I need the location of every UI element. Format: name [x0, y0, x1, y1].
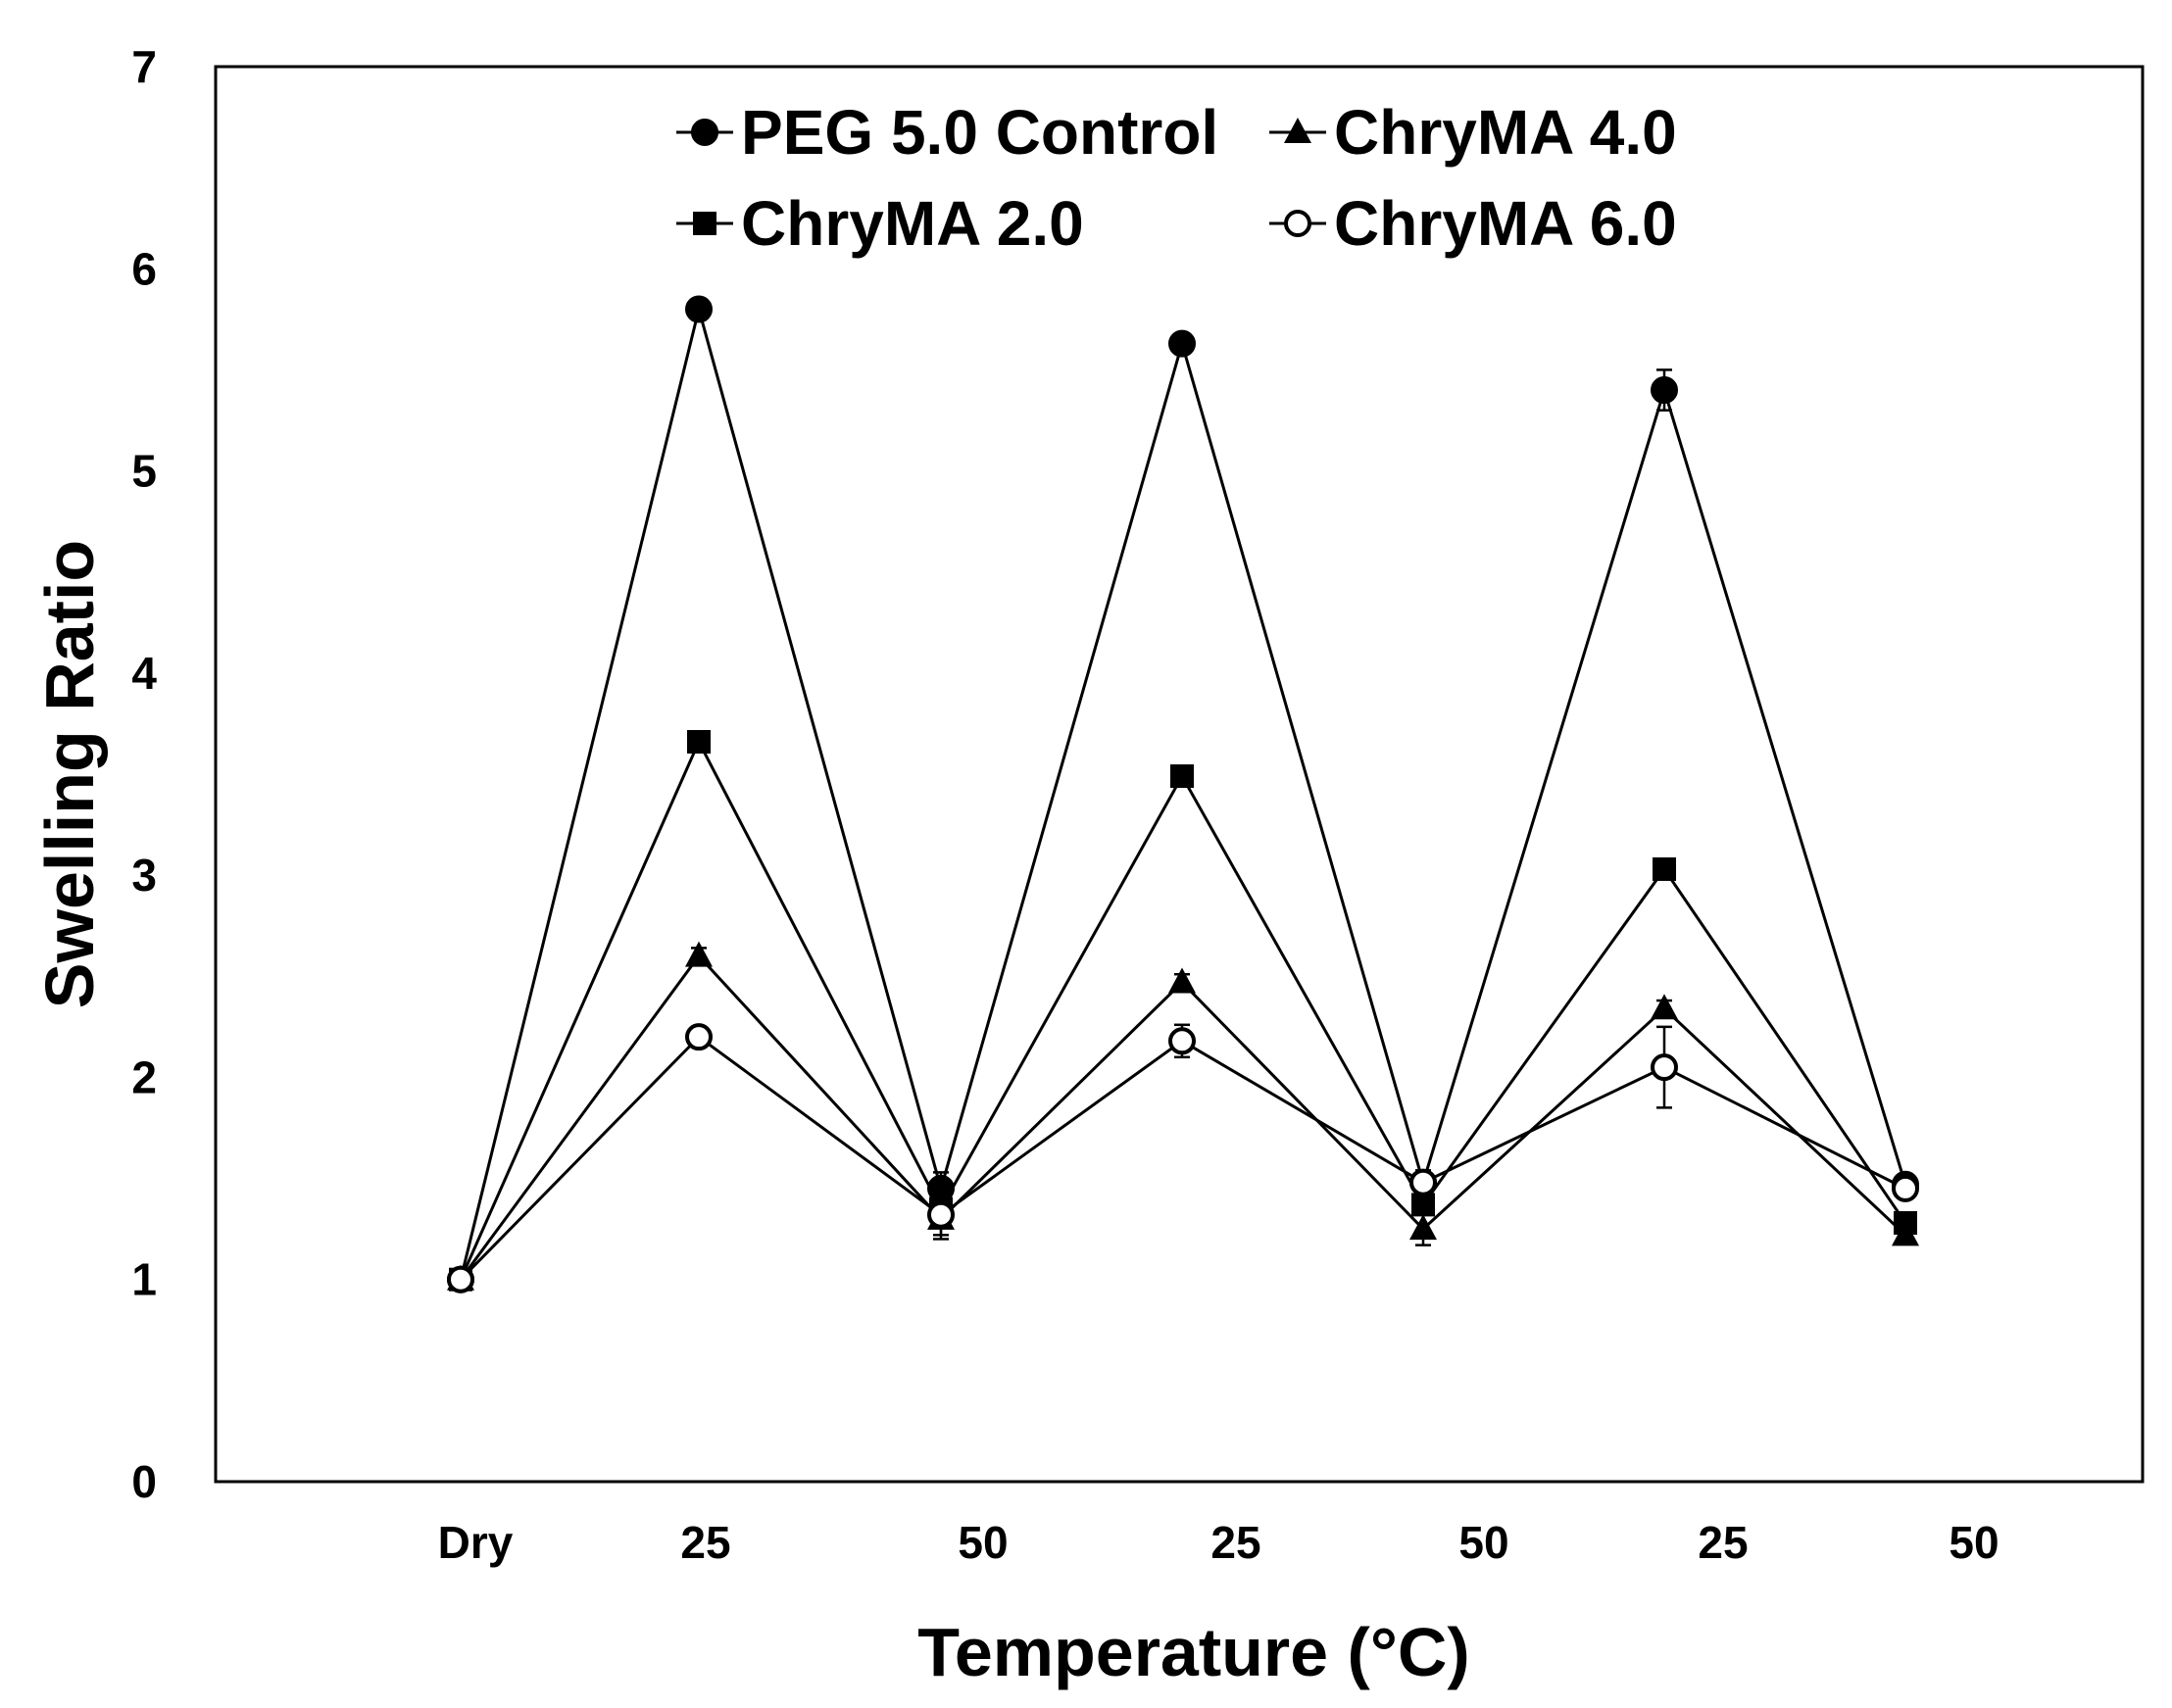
data-point [1409, 1168, 1437, 1196]
x-tick-label: 50 [1458, 1517, 1508, 1568]
x-tick-label: 25 [680, 1517, 730, 1568]
data-point [1653, 856, 1676, 881]
legend-entry: ChryMA 2.0 [676, 188, 1084, 259]
data-point [1651, 994, 1678, 1020]
data-point [1168, 967, 1196, 994]
x-tick-label: 25 [1210, 1517, 1260, 1568]
legend-entry: ChryMA 6.0 [1269, 188, 1677, 259]
y-tick-label: 3 [131, 850, 157, 901]
series-peg-5-0-control [447, 295, 1919, 1293]
data-point [1892, 1174, 1919, 1202]
legend-marker [1284, 118, 1311, 143]
plot-area-frame [214, 65, 2145, 1484]
x-tick-label: 50 [958, 1517, 1008, 1568]
y-tick-label: 2 [131, 1051, 157, 1102]
y-tick-label: 6 [131, 243, 157, 294]
legend-marker [1284, 210, 1311, 237]
legend-label: ChryMA 6.0 [1334, 188, 1677, 259]
data-point [1651, 376, 1678, 405]
data-point [685, 295, 713, 323]
y-tick-label: 4 [131, 648, 157, 699]
series-chryma-2-0 [449, 729, 1917, 1292]
y-tick-label: 0 [131, 1456, 157, 1507]
legend-marker [693, 212, 716, 235]
legend-entry: ChryMA 4.0 [1269, 97, 1677, 168]
y-axis-title: Swelling Ratio [31, 540, 108, 1008]
series-line [459, 953, 1907, 1281]
series-chryma-6-0 [447, 1023, 1919, 1293]
data-point [1651, 1053, 1678, 1082]
y-tick-label: 1 [131, 1254, 157, 1305]
series-line [459, 738, 1907, 1281]
data-point [685, 1023, 713, 1051]
x-tick-label: 50 [1949, 1517, 1999, 1568]
y-tick-label: 5 [131, 446, 157, 497]
legend-label: PEG 5.0 Control [741, 97, 1218, 168]
series-line [459, 303, 1907, 1281]
x-axis-title: Temperature (°C) [917, 1614, 1469, 1690]
legend-label: ChryMA 2.0 [741, 188, 1084, 259]
y-tick-label: 7 [131, 41, 157, 92]
data-point [685, 941, 713, 967]
data-point [1409, 1214, 1437, 1241]
data-point [1168, 1027, 1196, 1055]
data-point [1168, 329, 1196, 358]
series-line [459, 1035, 1906, 1281]
legend-entry: PEG 5.0 Control [676, 97, 1218, 168]
data-point [1170, 764, 1194, 789]
x-tick-label: Dry [438, 1517, 514, 1568]
x-tick-label: 25 [1698, 1517, 1748, 1568]
data-point [1892, 1220, 1919, 1246]
data-point [687, 729, 711, 754]
series-chryma-4-0 [447, 941, 1919, 1292]
legend-marker [691, 119, 718, 146]
data-point [927, 1200, 955, 1229]
legend-label: ChryMA 4.0 [1334, 97, 1677, 168]
data-point [447, 1265, 474, 1293]
